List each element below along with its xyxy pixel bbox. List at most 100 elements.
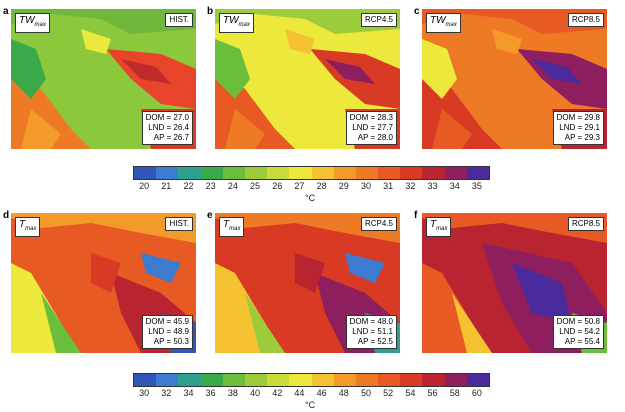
colorbar-tick-label: 56 [427,388,438,398]
colorbar-cell [267,167,290,179]
colorbar-cell [156,374,179,386]
panel-letter-f: f [414,210,418,221]
colorbar-cell [333,167,356,179]
variable-label: Tmax [426,217,452,237]
panel-letter-b: b [207,6,214,17]
colorbar-tick-label: 21 [161,181,172,191]
colorbar-cell [333,374,356,386]
colorbar-cell [466,374,489,386]
colorbar-tmax [133,373,490,387]
colorbar-cell [289,167,312,179]
colorbar-tick-label: 48 [338,388,349,398]
stats-box: DOM = 29.8 LND = 29.1 AP = 29.3 [552,111,604,145]
colorbar-tick-label: 34 [449,181,460,191]
colorbar-tick-label: 35 [471,181,482,191]
colorbar-tick-label: 26 [272,181,283,191]
colorbar-tick-label: 40 [250,388,261,398]
colorbar-ticks: 20 21 22 23 24 25 26 27 28 29 30 31 32 33 34 35 [133,181,488,191]
variable-label: Tmax [219,217,245,237]
scenario-label: RCP4.5 [360,217,397,231]
stats-box: DOM = 45.9 LND = 48.9 AP = 50.3 [141,315,193,349]
variable-label: TWmax [219,13,254,33]
colorbar-tick-label: 28 [316,181,327,191]
colorbar-tick-label: 25 [250,181,261,191]
colorbar-tick-label: 52 [383,388,394,398]
colorbar-cell [244,374,268,386]
colorbar-cell [355,374,379,386]
colorbar-tick-label: 32 [405,181,416,191]
colorbar-cell [422,374,445,386]
colorbar-cell [444,167,467,179]
colorbar-tick-label: 32 [161,388,172,398]
map-panel-b: TWmax RCP4.5 DOM = 28.3 LND = 27.7 AP = … [215,9,400,149]
scenario-label: HIST. [165,217,193,231]
colorbar-cell [400,167,423,179]
colorbar-tick-label: 33 [427,181,438,191]
colorbar-cell [466,167,489,179]
colorbar-cell [156,167,179,179]
colorbar-tick-label: 22 [183,181,194,191]
colorbar-cell [444,374,467,386]
colorbar-ticks: 30 32 34 36 38 40 42 44 46 48 50 52 54 56 58 60 [133,388,488,398]
colorbar-tick-label: 36 [205,388,216,398]
colorbar-cell [200,374,223,386]
colorbar-cell [178,374,201,386]
colorbar-tick-label: 46 [316,388,327,398]
colorbar-tick-label: 58 [449,388,460,398]
scenario-label: RCP8.5 [567,217,604,231]
colorbar-tick-label: 44 [294,388,305,398]
map-panel-a: TWmax HIST. DOM = 27.0 LND = 26.4 AP = 2… [11,9,196,149]
colorbar-cell [311,374,334,386]
scenario-label: HIST. [165,13,193,27]
colorbar-tick-label: 30 [139,388,150,398]
colorbar-cell [267,374,290,386]
panel-letter-d: d [3,210,10,221]
colorbar-cell [378,374,401,386]
colorbar-cell [134,374,157,386]
scenario-label: RCP8.5 [567,13,604,27]
map-panel-c: TWmax RCP8.5 DOM = 29.8 LND = 29.1 AP = … [422,9,607,149]
map-panel-f: Tmax RCP8.5 DOM = 50.8 LND = 54.2 AP = 5… [422,213,607,353]
colorbar-tick-label: 27 [294,181,305,191]
panel-letter-e: e [207,210,213,221]
colorbar-tick-label: 30 [360,181,371,191]
map-image [215,213,400,353]
colorbar-twmax [133,166,490,180]
variable-label: Tmax [15,217,41,237]
panel-letter-c: c [414,6,420,17]
panel-letter-a: a [3,6,9,17]
stats-box: DOM = 48.0 LND = 51.1 AP = 52.5 [345,315,397,349]
colorbar-unit: °C [305,193,316,203]
colorbar-tick-label: 29 [338,181,349,191]
colorbar-tick-label: 42 [272,388,283,398]
colorbar-tick-label: 60 [471,388,482,398]
colorbar-cell [289,374,312,386]
colorbar-unit: °C [305,400,316,410]
colorbar-tick-label: 31 [383,181,394,191]
colorbar-tick-label: 34 [183,388,194,398]
scenario-label: RCP4.5 [360,13,397,27]
colorbar-tick-label: 23 [205,181,216,191]
map-panel-e: Tmax RCP4.5 DOM = 48.0 LND = 51.1 AP = 5… [215,213,400,353]
variable-label: TWmax [426,13,461,33]
colorbar-tick-label: 54 [405,388,416,398]
colorbar-tick-label: 24 [227,181,238,191]
map-panel-d: Tmax HIST. DOM = 45.9 LND = 48.9 AP = 50… [11,213,196,353]
colorbar-tick-label: 38 [227,388,238,398]
colorbar-tick-label: 20 [139,181,150,191]
colorbar-cell [422,167,445,179]
colorbar-tick-label: 50 [360,388,371,398]
colorbar-cell [178,167,201,179]
stats-box: DOM = 50.8 LND = 54.2 AP = 55.4 [552,315,604,349]
colorbar-cell [134,167,157,179]
colorbar-cell [200,167,223,179]
stats-box: DOM = 27.0 LND = 26.4 AP = 26.7 [141,111,193,145]
colorbar-cell [378,167,401,179]
colorbar-cell [400,374,423,386]
colorbar-cell [311,167,334,179]
colorbar-cell [244,167,268,179]
variable-label: TWmax [15,13,50,33]
colorbar-cell [222,167,245,179]
stats-box: DOM = 28.3 LND = 27.7 AP = 28.0 [345,111,397,145]
colorbar-cell [222,374,245,386]
